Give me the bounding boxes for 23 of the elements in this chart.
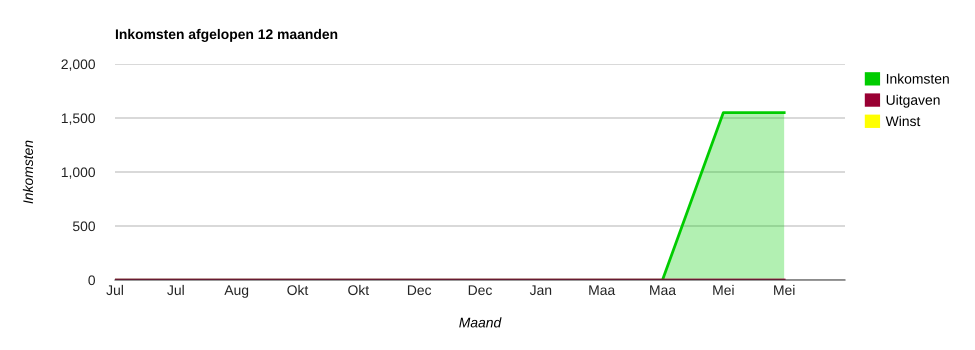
legend-label: Winst bbox=[886, 116, 920, 126]
y-tick-label: 2,000 bbox=[62, 59, 96, 71]
x-tick-label: Mei bbox=[713, 284, 734, 296]
y-axis-title: Inkomsten bbox=[22, 140, 34, 204]
legend-label: Uitgaven bbox=[886, 94, 940, 108]
x-tick-label: Jul bbox=[106, 284, 123, 296]
x-tick-label: Aug bbox=[224, 285, 248, 298]
x-tick-label: Okt bbox=[287, 284, 308, 296]
x-tick-label: Mei bbox=[774, 284, 794, 296]
x-tick-label: Maa bbox=[650, 285, 676, 296]
y-tick-label: 0 bbox=[88, 275, 96, 286]
legend-label: Inkomsten bbox=[886, 74, 949, 84]
x-tick-label: Maa bbox=[589, 285, 616, 296]
y-tick-label: 1,000 bbox=[62, 167, 96, 179]
chart-title: Inkomsten afgelopen 12 maanden bbox=[116, 28, 338, 42]
y-tick-label: 1,500 bbox=[62, 113, 96, 125]
y-tick-label: 500 bbox=[72, 221, 96, 232]
x-tick-label: Jan bbox=[530, 285, 552, 296]
x-tick-label: Dec bbox=[408, 285, 432, 296]
x-axis-title: Maand bbox=[459, 317, 502, 328]
x-tick-label: Okt bbox=[348, 284, 370, 296]
x-tick-label: Dec bbox=[468, 285, 492, 296]
x-tick-label: Jul bbox=[167, 284, 184, 296]
